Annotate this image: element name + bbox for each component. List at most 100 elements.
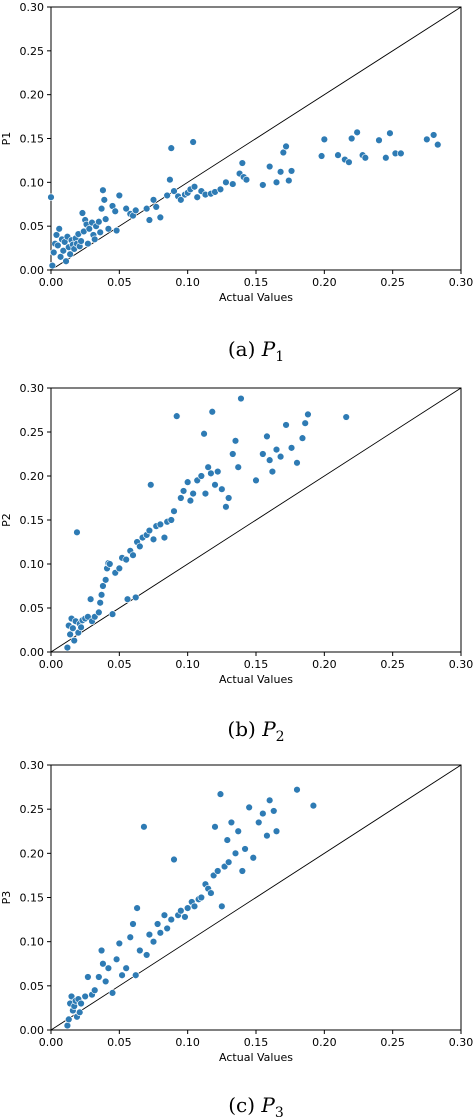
data-point <box>229 450 237 458</box>
data-point <box>255 818 263 827</box>
x-tick-label: 0.25 <box>380 276 405 289</box>
data-point <box>132 593 140 602</box>
x-tick-label: 0.25 <box>380 658 405 671</box>
y-tick-label: 0.25 <box>20 45 45 58</box>
data-point <box>100 196 109 204</box>
data-point <box>97 204 106 213</box>
data-point <box>304 410 312 419</box>
data-point <box>115 564 124 573</box>
data-point <box>334 151 342 159</box>
data-point <box>342 413 350 421</box>
data-point <box>345 158 353 166</box>
data-point <box>97 591 106 599</box>
y-tick-label: 0.05 <box>20 602 45 615</box>
data-point <box>287 444 296 452</box>
y-tick-label: 0.10 <box>20 176 45 189</box>
data-point <box>95 608 103 617</box>
data-point <box>111 207 119 215</box>
x-tick-label: 0.20 <box>312 1036 337 1049</box>
data-point <box>63 643 72 652</box>
data-point <box>112 226 121 235</box>
x-tick-label: 0.00 <box>39 1036 64 1049</box>
data-point <box>227 818 236 827</box>
data-point <box>429 131 438 139</box>
data-point <box>122 204 130 213</box>
data-point <box>200 430 208 438</box>
x-axis-label: Actual Values <box>219 1051 293 1064</box>
x-tick-label: 0.15 <box>244 658 269 671</box>
data-point <box>47 193 55 201</box>
data-point <box>177 907 185 915</box>
data-point <box>386 129 394 137</box>
y-tick-label: 0.30 <box>20 1 45 14</box>
y-tick-label: 0.10 <box>20 558 45 571</box>
data-point <box>241 845 249 853</box>
data-point <box>211 823 219 831</box>
data-point <box>156 929 165 937</box>
x-tick-label: 0.05 <box>107 658 132 671</box>
y-tick-label: 0.25 <box>20 803 45 816</box>
x-tick-label: 0.00 <box>39 658 64 671</box>
y-tick-label: 0.00 <box>20 646 45 659</box>
y-tick-label: 0.30 <box>20 759 45 772</box>
data-point <box>242 176 251 184</box>
y-axis-label: P1 <box>0 132 13 146</box>
data-point <box>173 412 181 420</box>
x-tick-label: 0.30 <box>449 276 474 289</box>
y-tick-label: 0.25 <box>20 426 45 439</box>
data-point <box>214 867 222 875</box>
y-tick-label: 0.20 <box>20 847 45 860</box>
y-tick-label: 0.00 <box>20 264 45 277</box>
data-point <box>95 973 103 981</box>
data-point <box>84 973 92 981</box>
data-point <box>129 920 137 928</box>
data-point <box>216 185 225 194</box>
data-point <box>259 809 267 818</box>
data-point <box>77 999 85 1008</box>
caption-variable: P <box>261 717 276 741</box>
y-tick-label: 0.05 <box>20 980 45 993</box>
data-point <box>265 456 274 464</box>
caption-letter: (a) <box>228 337 256 361</box>
data-point <box>193 193 201 201</box>
data-point <box>222 503 230 511</box>
reference-line <box>50 764 462 1031</box>
data-point <box>133 904 141 912</box>
data-point <box>245 803 253 812</box>
data-point <box>84 240 92 248</box>
data-point <box>259 181 267 189</box>
caption-letter: (b) <box>227 717 255 741</box>
data-point <box>309 801 318 810</box>
reference-line <box>50 6 462 271</box>
data-point <box>229 180 237 188</box>
data-point <box>156 213 165 222</box>
y-tick-label: 0.15 <box>20 892 45 905</box>
data-point <box>115 939 124 948</box>
data-point <box>149 937 158 946</box>
data-point <box>207 469 215 478</box>
data-point <box>170 855 178 864</box>
data-point <box>145 216 154 224</box>
data-point <box>101 215 110 223</box>
data-point <box>197 893 206 902</box>
data-point <box>69 624 77 632</box>
data-point <box>160 533 169 542</box>
data-point <box>136 946 144 955</box>
data-point <box>207 889 215 897</box>
data-point <box>211 481 219 489</box>
data-point <box>122 964 130 972</box>
data-point <box>268 467 277 476</box>
data-point <box>265 796 274 805</box>
data-point <box>238 159 247 167</box>
x-tick-label: 0.05 <box>107 276 132 289</box>
data-point <box>95 218 103 226</box>
reference-line <box>50 387 462 653</box>
data-point <box>97 946 106 955</box>
data-point <box>204 463 212 471</box>
data-point <box>56 253 65 261</box>
data-point <box>55 225 63 233</box>
data-point <box>63 1021 72 1030</box>
data-point <box>265 162 274 171</box>
data-point <box>142 204 151 213</box>
